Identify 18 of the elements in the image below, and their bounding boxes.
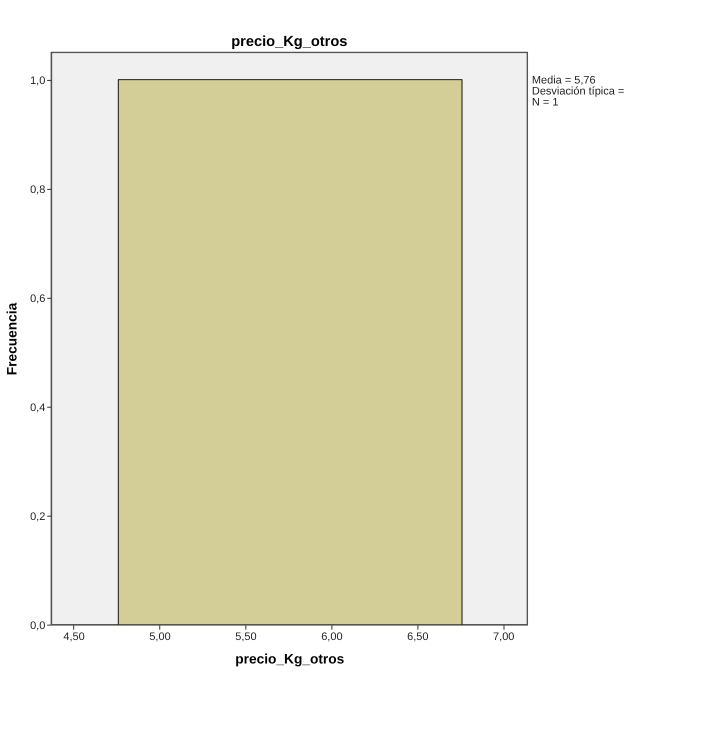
- text: Media = 5,76: [532, 74, 596, 87]
- y-tick-label: 0,4: [30, 402, 46, 414]
- text: Desviación típica =: [532, 86, 624, 98]
- x-tick-label: 6,50: [407, 630, 428, 643]
- y-tick-label: 0,0: [30, 620, 46, 632]
- text: N = 1: [532, 96, 558, 109]
- x-tick-label: 4,50: [63, 630, 85, 643]
- x-axis-title: precio_Kg_otros: [235, 652, 345, 667]
- y-tick-label: 0,6: [30, 292, 46, 305]
- x-tick-label: 5,50: [235, 630, 257, 643]
- x-tick-label: 6,00: [321, 630, 343, 643]
- y-axis-title: Frecuencia: [4, 302, 20, 376]
- x-tick-label: 5,00: [149, 630, 171, 643]
- y-tick-label: 0,8: [30, 184, 46, 196]
- chart-title: precio_Kg_otros: [231, 34, 348, 50]
- y-tick-label: 1,0: [30, 74, 46, 87]
- x-tick-label: 7,00: [493, 630, 514, 643]
- y-tick-label: 0,2: [30, 510, 46, 523]
